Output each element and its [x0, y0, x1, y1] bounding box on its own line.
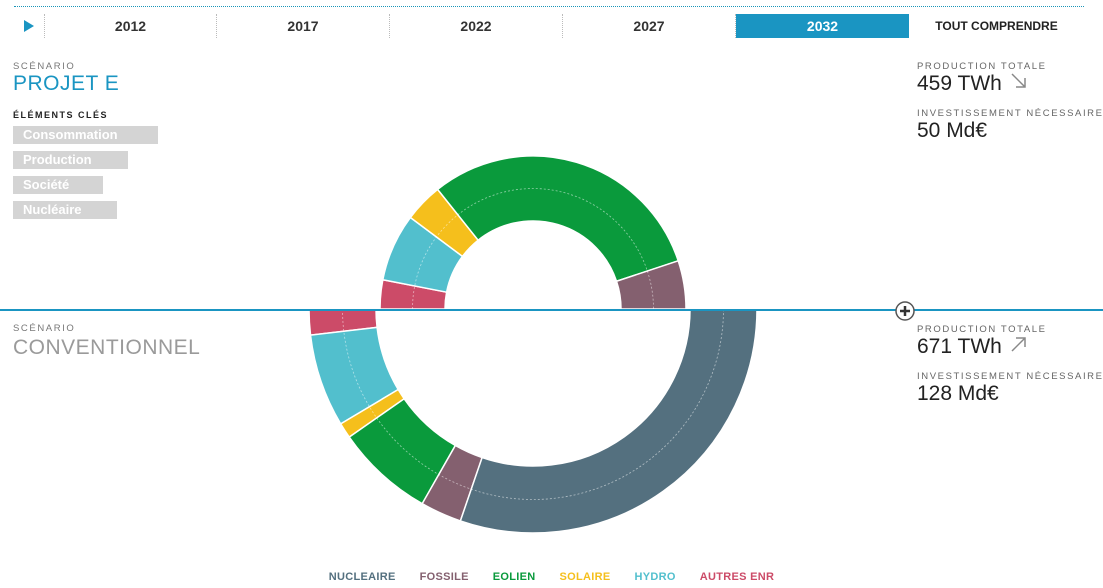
key-production-button[interactable]: Production	[13, 151, 128, 169]
add-scenario-button[interactable]	[895, 301, 915, 321]
bottom-production-label: PRODUCTION TOTALE	[917, 324, 1047, 335]
top-donut-guide-ring	[412, 188, 654, 310]
year-tab-2027[interactable]: 2027	[563, 14, 736, 38]
bottom-investment-label: INVESTISSEMENT NÉCESSAIRE	[917, 371, 1103, 382]
play-button[interactable]	[14, 14, 44, 38]
legend-autres-enr[interactable]: AUTRES ENR	[699, 571, 775, 583]
timeline: 2012 2017 2022 2027 2032 TOUT COMPRENDRE	[14, 14, 1084, 38]
scenario-top-title[interactable]: PROJET E	[13, 72, 120, 95]
year-tab-2017[interactable]: 2017	[217, 14, 390, 38]
scenario-bottom-title[interactable]: CONVENTIONNEL	[13, 336, 201, 359]
legend-eolien[interactable]: EOLIEN	[492, 571, 536, 583]
legend-fossile[interactable]: FOSSILE	[419, 571, 469, 583]
top-production-value: 459 TWh	[917, 72, 1002, 95]
bottom-production-value: 671 TWh	[917, 335, 1002, 358]
understand-button[interactable]: TOUT COMPRENDRE	[935, 19, 1058, 33]
top-production-value-row: 459 TWh	[917, 72, 1028, 96]
bottom-production-value-row: 671 TWh	[917, 335, 1028, 359]
top-investment-value: 50 Md€	[917, 119, 988, 142]
key-consommation-button[interactable]: Consommation	[13, 126, 158, 144]
key-elements-label: ÉLÉMENTS CLÉS	[13, 110, 109, 120]
arrow-down-right-icon	[1010, 72, 1028, 96]
year-tab-2022[interactable]: 2022	[390, 14, 563, 38]
top-investment-label: INVESTISSEMENT NÉCESSAIRE	[917, 108, 1103, 119]
year-tab-2012[interactable]: 2012	[44, 14, 217, 38]
timeline-top-line	[14, 6, 1084, 7]
key-nucleaire-button[interactable]: Nucléaire	[13, 201, 117, 219]
legend-nucleaire[interactable]: NUCLEAIRE	[328, 571, 396, 583]
legend: NUCLEAIRE FOSSILE EOLIEN SOLAIRE HYDRO A…	[0, 571, 1103, 583]
year-tab-2032[interactable]: 2032	[736, 14, 909, 38]
scenario-bottom-label: SCÉNARIO	[13, 323, 76, 334]
plus-circle-icon	[895, 301, 915, 321]
play-icon	[24, 20, 34, 32]
arrow-up-right-icon	[1010, 335, 1028, 359]
top-production-label: PRODUCTION TOTALE	[917, 61, 1047, 72]
legend-hydro[interactable]: HYDRO	[634, 571, 676, 583]
bottom-donut-guide-ring	[342, 308, 724, 500]
scenario-top-label: SCÉNARIO	[13, 61, 76, 72]
bottom-investment-value: 128 Md€	[917, 382, 999, 405]
top-donut-slice-eolien[interactable]	[436, 155, 680, 283]
bottom-donut-slice-nucleaire[interactable]	[459, 308, 758, 534]
scenario-divider	[0, 309, 1103, 311]
key-societe-button[interactable]: Société	[13, 176, 103, 194]
legend-solaire[interactable]: SOLAIRE	[559, 571, 611, 583]
